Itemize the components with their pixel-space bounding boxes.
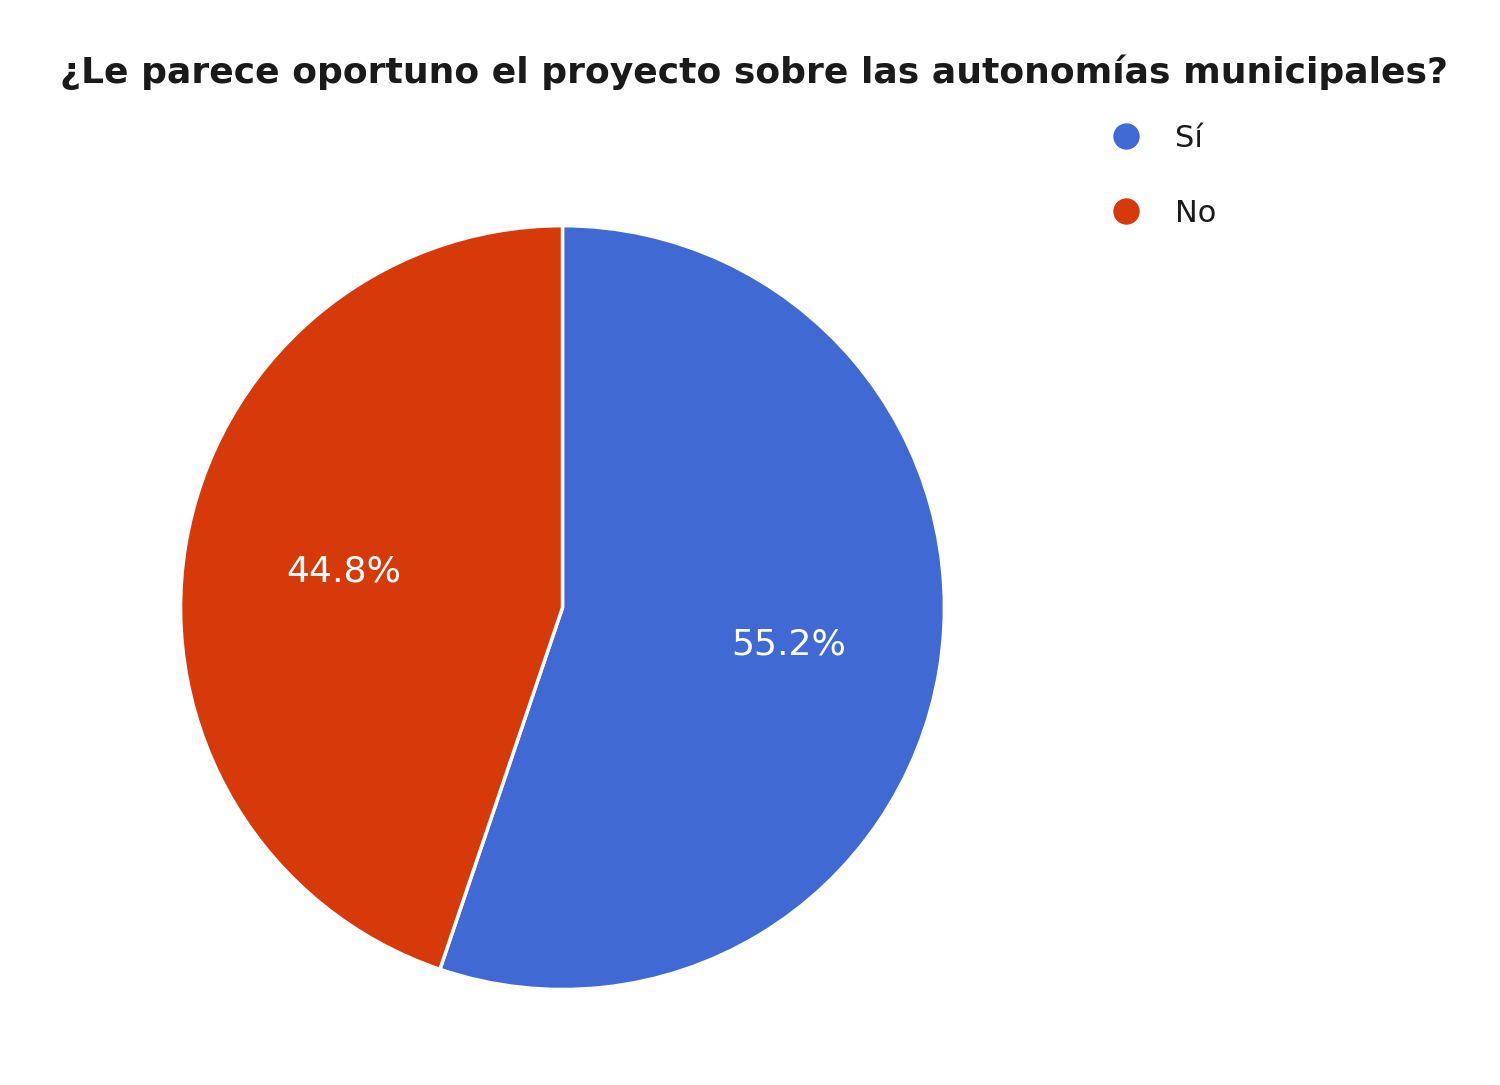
Wedge shape	[180, 226, 562, 969]
Legend: Sí, No: Sí, No	[1095, 124, 1216, 228]
Text: 55.2%: 55.2%	[730, 628, 846, 662]
Text: 44.8%: 44.8%	[286, 554, 402, 588]
Wedge shape	[440, 226, 945, 990]
Text: ¿Le parece oportuno el proyecto sobre las autonomías municipales?: ¿Le parece oportuno el proyecto sobre la…	[60, 54, 1448, 90]
